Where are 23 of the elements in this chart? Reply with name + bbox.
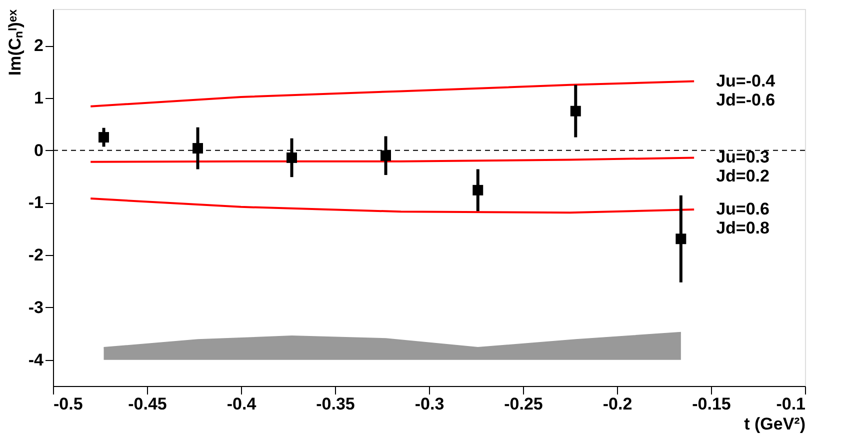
series-label: Ju=-0.4 Jd=-0.6: [716, 71, 776, 110]
line-series: [90, 80, 696, 108]
x-tick-label: -0.3: [414, 394, 444, 414]
y-tick-label: 1: [34, 88, 44, 108]
y-axis-title: Im(Cₙᴵ)ᵉˣ: [5, 8, 24, 76]
y-tick-label: -2: [28, 246, 44, 265]
y-tick-label: -4: [28, 350, 44, 370]
x-tick-label: -0.1: [776, 394, 806, 414]
y-tick-label: 0: [34, 140, 44, 160]
y-tick-label: -3: [28, 298, 44, 317]
x-tick-label: -0.5: [54, 394, 83, 414]
y-tick-label: -1: [28, 193, 44, 212]
series-label: Ju=0.3 Jd=0.2: [716, 148, 770, 186]
x-tick-label: -0.35: [316, 394, 355, 414]
series-label: Ju=0.6 Jd=0.8: [716, 200, 770, 238]
x-tick-label: -0.45: [128, 394, 167, 414]
x-tick-label: -0.25: [504, 394, 543, 414]
x-tick-label: -0.15: [692, 394, 731, 414]
x-tick-label: -0.4: [226, 394, 257, 414]
line-series: [90, 198, 696, 214]
x-tick-label: -0.2: [602, 394, 632, 414]
x-axis-title: t (GeV²): [744, 414, 806, 434]
y-tick-label: 2: [34, 36, 44, 56]
